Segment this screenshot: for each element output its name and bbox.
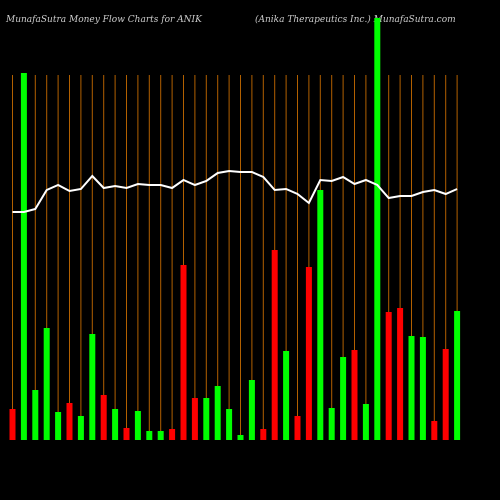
bar [237, 435, 244, 440]
bar [317, 190, 324, 440]
bar [271, 250, 278, 440]
bar [100, 395, 107, 440]
bar [9, 409, 16, 440]
bar [180, 265, 187, 440]
bar [226, 409, 233, 440]
bar [157, 431, 164, 440]
bar [328, 408, 335, 440]
bar [169, 429, 176, 440]
bar [374, 18, 381, 440]
bar [112, 409, 119, 440]
bar [191, 398, 198, 440]
bar [123, 428, 130, 440]
bar [351, 350, 358, 440]
bar [248, 380, 255, 440]
bar [431, 421, 438, 440]
bar [32, 390, 39, 440]
bar [294, 416, 301, 440]
bar [385, 312, 392, 440]
bar [134, 411, 141, 440]
bar [442, 349, 449, 440]
bar [214, 386, 221, 440]
bar [66, 403, 73, 440]
bar [89, 334, 96, 440]
chart-title: MunafaSutra Money Flow Charts for ANIK [5, 15, 203, 25]
bar [340, 357, 347, 440]
bar [305, 267, 312, 440]
bar [419, 337, 426, 440]
money-flow-line [12, 169, 458, 213]
bar [55, 412, 62, 440]
bar [146, 431, 153, 440]
bar [77, 416, 84, 440]
bar [397, 308, 404, 440]
bar [20, 73, 27, 440]
bar [283, 351, 290, 440]
bar [408, 336, 415, 440]
bar [362, 404, 369, 440]
bar [43, 328, 50, 440]
chart-subtitle: (Anika Therapeutics Inc.) MunafaSutra.co… [255, 14, 456, 25]
bar [260, 429, 267, 440]
bar [454, 311, 461, 440]
bar [203, 398, 210, 440]
